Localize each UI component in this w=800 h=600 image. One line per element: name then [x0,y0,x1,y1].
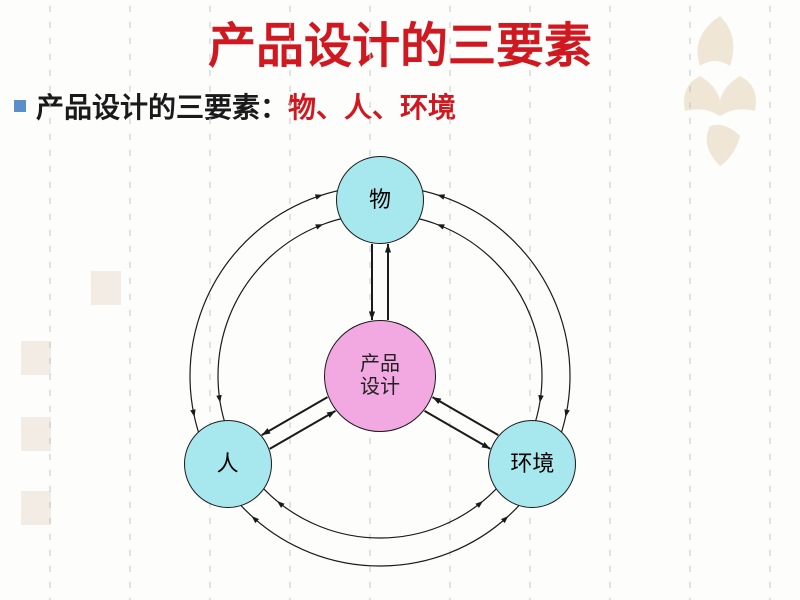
seal-watermark [16,336,56,380]
diagram: 产品 设计 物人 环境 [140,136,620,600]
subtitle-lead: 产品设计的三要素： [36,86,288,126]
seal-watermark [16,486,56,530]
seal-watermark [86,266,126,310]
node-wu: 物 [336,156,424,244]
seal-watermark [16,412,56,456]
subtitle-row: 产品设计的三要素： 物、人、环境 [14,86,800,126]
page-title: 产品设计的三要素 [0,6,800,76]
subtitle-emph: 物、人、环境 [288,86,456,126]
center-node: 产品 设计 [324,320,436,432]
node-ren: 人 [184,420,272,508]
bullet-icon [14,100,26,112]
node-env: 环境 [488,420,576,508]
